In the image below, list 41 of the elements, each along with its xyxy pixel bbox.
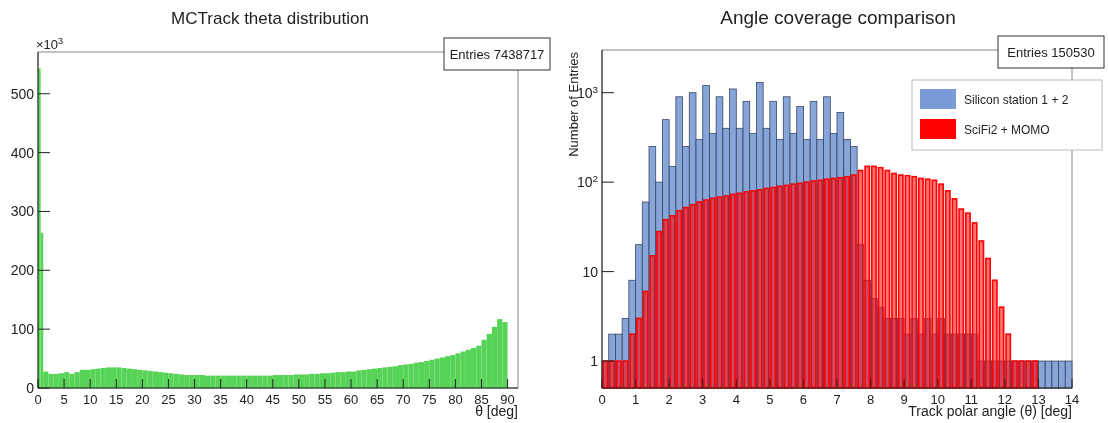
chart-title: MCTrack theta distribution xyxy=(171,9,369,28)
x-tick-label: 10 xyxy=(82,392,98,407)
x-tick-label: 70 xyxy=(395,392,411,407)
y-tick-label: 1 xyxy=(590,353,599,370)
x-tick-label: 60 xyxy=(343,392,359,407)
y-tick-label: 0 xyxy=(26,380,35,396)
x-tick-label: 1 xyxy=(631,392,640,407)
chart-title: Angle coverage comparison xyxy=(720,7,956,28)
y-tick-label: 400 xyxy=(10,144,35,161)
annotation: Entries 150530 xyxy=(1007,45,1095,60)
y-tick-label: 200 xyxy=(10,262,35,279)
x-tick-label: 3 xyxy=(699,392,707,407)
x-tick-label: 25 xyxy=(161,392,176,407)
y-tick-label: 300 xyxy=(10,203,35,220)
x-tick-label: 2 xyxy=(665,392,673,407)
x-tick-label: 50 xyxy=(291,392,307,407)
x-tick-label: 75 xyxy=(422,392,437,407)
annotation: Entries 7438717 xyxy=(449,47,545,62)
x-tick-label: 30 xyxy=(187,392,202,407)
x-tick-label: 45 xyxy=(265,392,281,407)
x-tick-label: 5 xyxy=(766,392,774,407)
x-tick-label: 20 xyxy=(135,392,150,407)
annotation: ×10$^{3}$ xyxy=(36,36,64,52)
x-tick-label: 8 xyxy=(866,392,875,407)
x-tick-label: 65 xyxy=(369,392,385,407)
y-tick-label: 10 xyxy=(582,263,599,280)
x-tick-label: 9 xyxy=(900,392,908,407)
x-tick-label: 6 xyxy=(799,392,808,407)
x-tick-label: 80 xyxy=(448,392,463,407)
x-tick-label: 7 xyxy=(833,392,841,407)
y-tick-label: 500 xyxy=(10,85,35,102)
legend-label: SciFi2 + MOMO xyxy=(964,123,1050,137)
x-tick-label: 4 xyxy=(732,392,740,407)
x-tick-label: 55 xyxy=(317,392,333,407)
x-tick-label: 5 xyxy=(60,392,68,407)
legend-label: Silicon station 1 + 2 xyxy=(964,93,1069,107)
x-tick-label: 35 xyxy=(213,392,228,407)
y-tick-label: 10$^{2}$ xyxy=(576,172,598,191)
x-tick-label: 15 xyxy=(109,392,124,407)
x-tick-label: 40 xyxy=(239,392,254,407)
y-tick-label: 100 xyxy=(10,321,35,338)
